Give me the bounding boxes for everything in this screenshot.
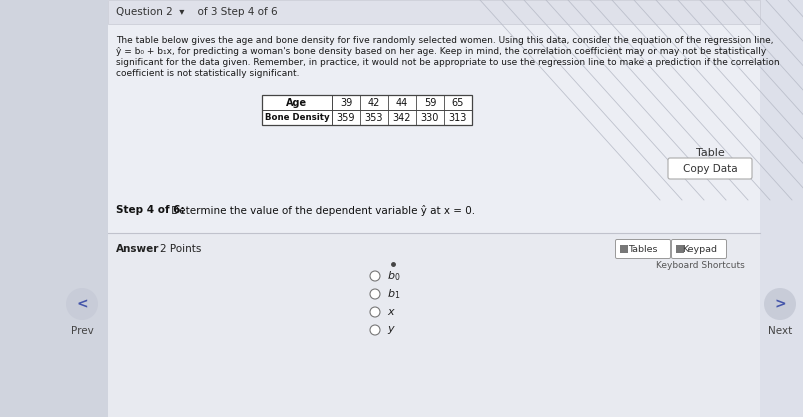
Text: Age: Age — [286, 98, 308, 108]
Text: 44: 44 — [395, 98, 408, 108]
Text: Copy Data: Copy Data — [682, 163, 736, 173]
Text: 330: 330 — [420, 113, 438, 123]
Circle shape — [369, 289, 380, 299]
Text: 342: 342 — [392, 113, 411, 123]
Text: Prev: Prev — [71, 326, 93, 336]
FancyBboxPatch shape — [675, 244, 683, 253]
Text: significant for the data given. Remember, in practice, it would not be appropria: significant for the data given. Remember… — [116, 58, 779, 67]
Text: 65: 65 — [451, 98, 463, 108]
Text: coefficient is not statistically significant.: coefficient is not statistically signifi… — [116, 69, 300, 78]
Circle shape — [369, 307, 380, 317]
Text: Keypad: Keypad — [682, 244, 716, 254]
Text: $b_0$: $b_0$ — [386, 269, 400, 283]
FancyBboxPatch shape — [759, 0, 803, 417]
FancyBboxPatch shape — [0, 0, 108, 417]
Text: 42: 42 — [367, 98, 380, 108]
Text: $y$: $y$ — [386, 324, 396, 336]
FancyBboxPatch shape — [619, 244, 627, 253]
Circle shape — [66, 288, 98, 320]
FancyBboxPatch shape — [108, 0, 759, 24]
Text: Next: Next — [767, 326, 791, 336]
Text: Question 2  ▾    of 3 Step 4 of 6: Question 2 ▾ of 3 Step 4 of 6 — [116, 7, 277, 17]
Text: 2 Points: 2 Points — [160, 244, 201, 254]
Text: >: > — [773, 297, 785, 311]
Text: $b_1$: $b_1$ — [386, 287, 400, 301]
FancyBboxPatch shape — [615, 239, 670, 259]
Text: Determine the value of the dependent variable ŷ at x = 0.: Determine the value of the dependent var… — [168, 205, 475, 216]
FancyBboxPatch shape — [667, 158, 751, 179]
Text: Step 4 of 6:: Step 4 of 6: — [116, 205, 185, 215]
Text: Answer: Answer — [116, 244, 159, 254]
Text: <: < — [76, 297, 88, 311]
Text: Table: Table — [695, 148, 724, 158]
Text: 313: 313 — [448, 113, 467, 123]
Text: ŷ = b₀ + b₁x, for predicting a woman's bone density based on her age. Keep in mi: ŷ = b₀ + b₁x, for predicting a woman's b… — [116, 47, 765, 56]
FancyBboxPatch shape — [262, 95, 471, 125]
Circle shape — [369, 271, 380, 281]
Text: Bone Density: Bone Density — [264, 113, 329, 122]
Text: $x$: $x$ — [386, 307, 395, 317]
Text: 39: 39 — [340, 98, 352, 108]
Text: 359: 359 — [336, 113, 355, 123]
Text: Keyboard Shortcuts: Keyboard Shortcuts — [654, 261, 744, 270]
FancyBboxPatch shape — [108, 0, 759, 417]
Circle shape — [369, 325, 380, 335]
FancyBboxPatch shape — [671, 239, 726, 259]
Text: Tables: Tables — [627, 244, 657, 254]
Text: 59: 59 — [423, 98, 436, 108]
Circle shape — [763, 288, 795, 320]
Text: The table below gives the age and bone density for five randomly selected women.: The table below gives the age and bone d… — [116, 36, 772, 45]
Text: 353: 353 — [365, 113, 383, 123]
FancyBboxPatch shape — [108, 233, 759, 417]
